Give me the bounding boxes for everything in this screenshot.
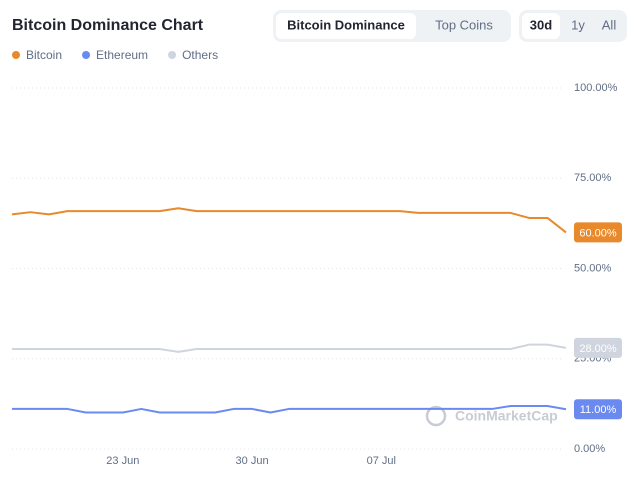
- legend-label: Bitcoin: [26, 48, 62, 62]
- x-tick-label: 07 Jul: [367, 455, 396, 467]
- y-tick-label: 0.00%: [574, 443, 605, 455]
- watermark-text: CoinMarketCap: [455, 408, 558, 424]
- range-selected: [522, 13, 560, 39]
- value-label: 11.00%: [580, 404, 617, 416]
- legend-marker: [82, 51, 91, 59]
- series-line: [12, 405, 567, 414]
- legend-label: Ethereum: [96, 48, 148, 62]
- legend-label: Others: [182, 48, 218, 62]
- chart-title: Bitcoin Dominance Chart: [12, 17, 204, 34]
- value-label-box: [574, 337, 622, 358]
- range-button[interactable]: 1y: [571, 17, 585, 32]
- value-label-box: [574, 222, 622, 243]
- legend-marker: [12, 51, 20, 59]
- tab-selected: [276, 13, 416, 39]
- value-label-box: [574, 399, 622, 420]
- range-button[interactable]: 30d: [530, 17, 552, 32]
- series-line: [11, 207, 567, 234]
- tab[interactable]: Bitcoin Dominance: [287, 17, 405, 32]
- watermark: CoinMarketCap: [425, 405, 558, 427]
- tab[interactable]: Top Coins: [435, 17, 493, 32]
- legend-marker: [168, 51, 177, 59]
- y-tick-label: 75.00%: [574, 172, 612, 184]
- x-tick-label: 23 Jun: [106, 455, 139, 467]
- y-tick-label: 50.00%: [574, 262, 612, 274]
- series-line: [12, 343, 567, 353]
- value-label: 60.00%: [579, 227, 617, 239]
- range-button[interactable]: All: [602, 17, 617, 32]
- value-label: 28.00%: [579, 343, 617, 355]
- x-tick-label: 30 Jun: [236, 455, 269, 467]
- y-tick-label: 100.00%: [574, 82, 618, 94]
